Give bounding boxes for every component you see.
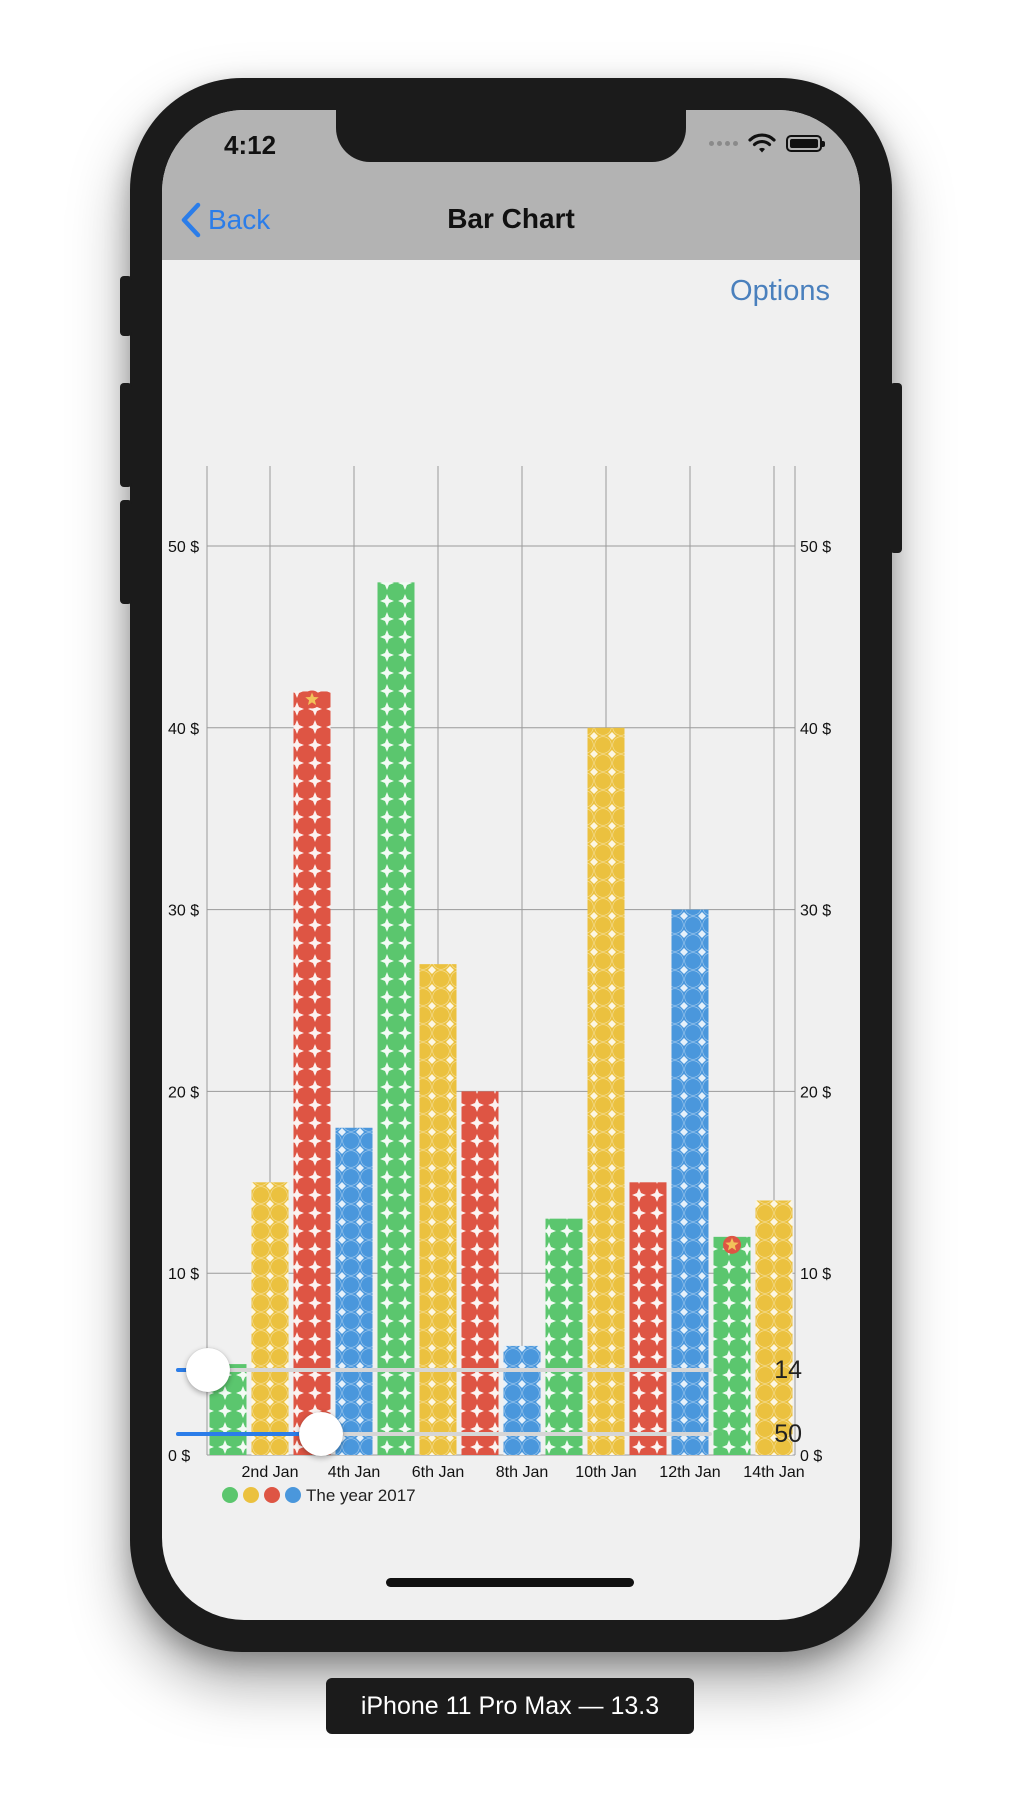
slider-track: [176, 1368, 712, 1372]
y-tick-label-right: 20 $: [800, 1084, 831, 1101]
x-tick-label: 12th Jan: [659, 1464, 720, 1481]
back-label: Back: [208, 204, 271, 235]
device-caption: iPhone 11 Pro Max — 13.3: [326, 1678, 694, 1734]
x-tick-label: 6th Jan: [412, 1464, 464, 1481]
cellular-dots-icon: [709, 140, 738, 146]
x-tick-label: 4th Jan: [328, 1464, 380, 1481]
slider-range[interactable]: [176, 1412, 712, 1456]
bar-2nd-jan[interactable]: [251, 1182, 289, 1455]
chart-legend: The year 2017: [222, 1486, 416, 1505]
legend-swatch: [264, 1487, 280, 1503]
slider-thumb[interactable]: [186, 1348, 231, 1392]
options-button[interactable]: Options: [730, 275, 830, 307]
y-tick-label-right: 40 $: [800, 721, 831, 738]
y-tick-label-left: 0 $: [168, 1448, 190, 1465]
legend-swatch: [243, 1487, 259, 1503]
volume-up-button: [120, 383, 132, 487]
home-indicator: [386, 1578, 634, 1587]
battery-icon: [786, 134, 825, 152]
status-icons: [709, 132, 825, 154]
bar-3rd-jan[interactable]: [293, 691, 331, 1455]
bar-11th-jan[interactable]: [629, 1182, 667, 1455]
bar-5th-jan[interactable]: [377, 582, 415, 1455]
legend-label: The year 2017: [306, 1486, 416, 1505]
slider-count-value: 14: [774, 1356, 802, 1384]
y-tick-label-right: 0 $: [800, 1448, 822, 1465]
bar-14th-jan[interactable]: [755, 1200, 793, 1455]
bar-10th-jan[interactable]: [587, 727, 625, 1455]
volume-down-button: [120, 500, 132, 604]
screen: 4:12 Back Bar Chart Options 0 $ 0 $ 10 $ 10…: [162, 110, 860, 1620]
bar-8th-jan[interactable]: [503, 1345, 541, 1455]
legend-swatch: [285, 1487, 301, 1503]
device-frame: 4:12 Back Bar Chart Options 0 $ 0 $ 10 $ 10…: [120, 78, 902, 1652]
bar-4th-jan[interactable]: [335, 1127, 373, 1455]
bar-9th-jan[interactable]: [545, 1218, 583, 1455]
bar-12th-jan[interactable]: [671, 909, 709, 1455]
y-tick-label-left: 40 $: [168, 721, 199, 738]
bar-6th-jan[interactable]: [419, 964, 457, 1455]
slider-count[interactable]: [176, 1348, 712, 1392]
back-button[interactable]: Back: [180, 202, 270, 238]
x-tick-label: 2nd Jan: [242, 1464, 299, 1481]
y-tick-label-right: 30 $: [800, 903, 831, 920]
wifi-icon: [748, 133, 776, 153]
slider-track: [176, 1432, 712, 1436]
x-tick-label: 14th Jan: [743, 1464, 804, 1481]
status-time: 4:12: [224, 130, 277, 160]
bar-chart: 0 $ 0 $ 10 $ 10 $ 20 $ 20 $ 30 $ 30 $ 40 $ 40 $ 50…: [168, 466, 831, 1505]
star-icon: [303, 690, 321, 709]
y-tick-label-left: 10 $: [168, 1266, 199, 1283]
x-tick-label: 10th Jan: [575, 1464, 636, 1481]
y-tick-label-left: 30 $: [168, 903, 199, 920]
y-tick-label-right: 10 $: [800, 1266, 831, 1283]
bar-13th-jan[interactable]: [713, 1236, 751, 1455]
page-title: Bar Chart: [447, 203, 575, 234]
bar-7th-jan[interactable]: [461, 1091, 499, 1455]
x-tick-label: 8th Jan: [496, 1464, 548, 1481]
slider-fill: [176, 1432, 321, 1436]
y-tick-label-right: 50 $: [800, 539, 831, 556]
y-tick-label-left: 20 $: [168, 1084, 199, 1101]
navigation-bar: 4:12 Back Bar Chart: [162, 110, 860, 260]
y-tick-label-left: 50 $: [168, 539, 199, 556]
legend-swatch: [222, 1487, 238, 1503]
notch: [336, 110, 686, 162]
mute-switch: [120, 276, 132, 336]
power-button: [890, 383, 902, 553]
star-icon: [723, 1235, 741, 1254]
slider-range-value: 50: [774, 1420, 802, 1448]
chevron-left-icon: [181, 202, 201, 238]
slider-thumb[interactable]: [298, 1412, 343, 1456]
